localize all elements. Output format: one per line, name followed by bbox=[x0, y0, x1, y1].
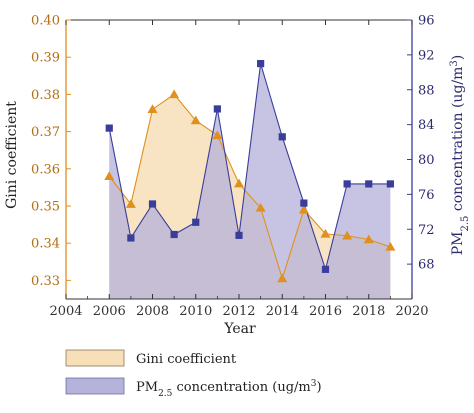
pm25-point bbox=[170, 230, 178, 239]
y-left-tick-label: 0.35 bbox=[31, 200, 60, 215]
gini-point bbox=[320, 228, 331, 238]
gini-point bbox=[190, 115, 201, 125]
x-tick-label: 2012 bbox=[222, 304, 255, 319]
pm25-point bbox=[148, 200, 157, 208]
gini-point bbox=[104, 171, 115, 180]
y-left-tick-label: 0.36 bbox=[31, 162, 60, 177]
series-line-0 bbox=[108, 93, 391, 281]
series-line-1 bbox=[108, 63, 391, 272]
legend-swatch-pm25 bbox=[65, 377, 125, 395]
y-axis-left-title: Gini coefficient bbox=[4, 101, 20, 209]
y-left-tick-label: 0.39 bbox=[31, 51, 60, 66]
y-left-tick-label: 0.33 bbox=[31, 274, 60, 289]
x-tick-label: 2010 bbox=[179, 304, 212, 319]
gini-point bbox=[363, 234, 374, 244]
legend-label-pm25: PM2.5 concentration (ug/m3) bbox=[136, 379, 322, 399]
y-right-tick-label: 84 bbox=[418, 118, 435, 133]
pm25-point bbox=[235, 231, 243, 239]
series-markers bbox=[104, 59, 396, 283]
x-tick-label: 2004 bbox=[49, 304, 82, 319]
x-tick-label: 2020 bbox=[395, 304, 428, 319]
gini-point bbox=[298, 204, 309, 214]
y-left-tick-label: 0.40 bbox=[31, 14, 60, 29]
legend-swatch-gini bbox=[65, 349, 125, 367]
gini-point bbox=[255, 202, 266, 212]
y-axis-right-title: PM2.5 concentration (ug/m3) bbox=[449, 55, 471, 256]
x-tick-label: 2018 bbox=[352, 304, 385, 319]
legend: Gini coefficient PM2.5 concentration (ug… bbox=[65, 349, 322, 399]
y-right-tick-label: 80 bbox=[418, 153, 435, 168]
y-right-tick-label: 88 bbox=[418, 83, 435, 98]
y-right-tick-label: 96 bbox=[418, 14, 435, 29]
gini-point bbox=[385, 241, 396, 251]
y-axis-right-ticks: 68 72 76 80 84 88 92 96 bbox=[407, 14, 435, 273]
gini-point bbox=[342, 230, 353, 240]
gini-point bbox=[234, 178, 244, 188]
pm25-point bbox=[127, 234, 135, 242]
y-right-tick-label: 68 bbox=[418, 258, 435, 273]
x-tick-label: 2006 bbox=[93, 304, 126, 319]
x-axis-title: Year bbox=[223, 321, 256, 337]
gini-point bbox=[147, 104, 158, 114]
pm25-point bbox=[213, 105, 221, 113]
y-right-tick-label: 92 bbox=[418, 48, 435, 63]
x-tick-label: 2016 bbox=[309, 304, 342, 319]
pm25-point bbox=[343, 180, 351, 188]
pm25-point bbox=[257, 59, 265, 68]
gini-point bbox=[169, 89, 180, 99]
legend-label-gini: Gini coefficient bbox=[136, 352, 237, 367]
gini-point bbox=[125, 199, 136, 208]
y-left-tick-label: 0.37 bbox=[31, 125, 60, 140]
pm25-point bbox=[192, 218, 200, 226]
x-axis-ticks: 2004 2006 2008 2010 2012 2014 2016 2018 2020 bbox=[49, 20, 429, 319]
series-area-1 bbox=[109, 63, 391, 299]
y-right-tick-label: 76 bbox=[418, 188, 435, 203]
pm25-point bbox=[321, 265, 330, 273]
gini-point bbox=[212, 130, 223, 140]
y-axis-left-ticks: 0.33 0.34 0.35 0.36 0.37 0.38 0.39 0.40 bbox=[31, 14, 71, 289]
pm25-point bbox=[278, 133, 286, 141]
legend-item-gini: Gini coefficient bbox=[65, 349, 237, 367]
x-tick-label: 2008 bbox=[136, 304, 169, 319]
series-areas bbox=[109, 63, 391, 300]
y-right-tick-label: 72 bbox=[418, 223, 435, 238]
pm25-point bbox=[105, 124, 113, 132]
pm25-point bbox=[386, 180, 394, 188]
legend-item-pm25: PM2.5 concentration (ug/m3) bbox=[65, 377, 322, 399]
x-tick-label: 2014 bbox=[266, 304, 299, 319]
y-left-tick-label: 0.34 bbox=[31, 237, 60, 252]
y-left-tick-label: 0.38 bbox=[31, 88, 60, 103]
gini-point bbox=[277, 273, 288, 283]
pm25-point bbox=[300, 199, 308, 207]
series-lines bbox=[108, 63, 391, 281]
pm25-point bbox=[365, 180, 373, 188]
